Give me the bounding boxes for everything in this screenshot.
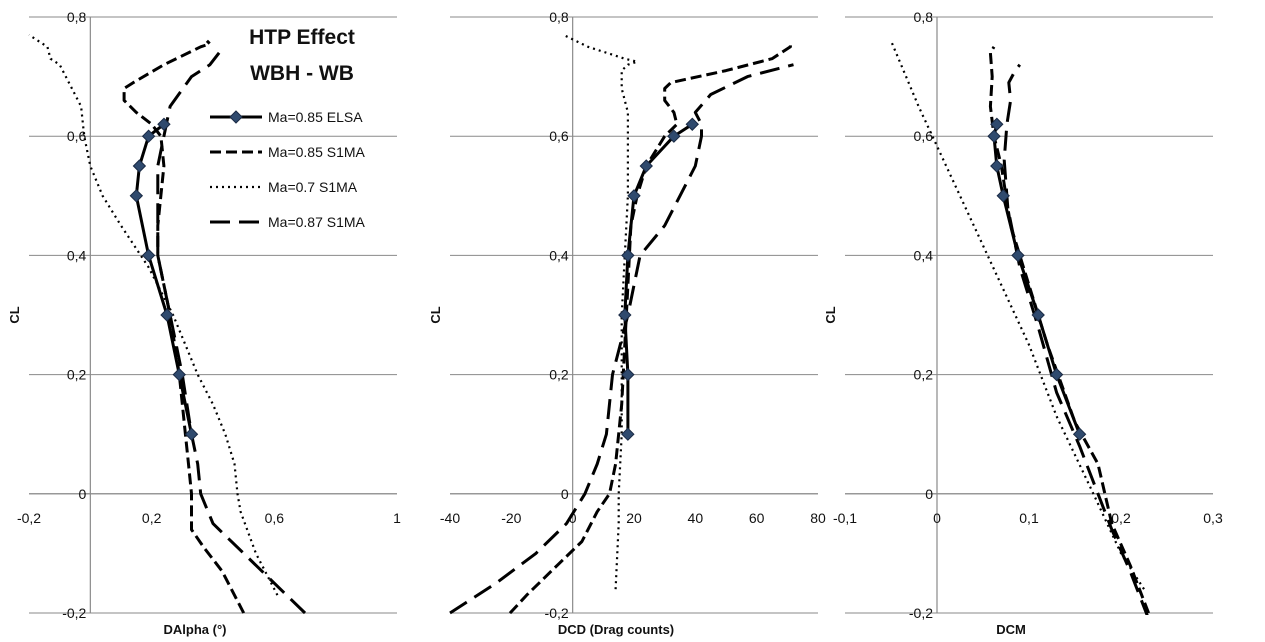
y-tick-label: 0,6 (67, 128, 87, 144)
y-tick-label: 0,2 (914, 367, 934, 383)
y-tick-label: 0,4 (67, 247, 87, 263)
data-point-marker (1011, 248, 1025, 263)
chart-panel-dcm: -0,2 0 0,2 0,4 0,6 0,8 -0,1 0 0,1 0,2 0,3 DCM CL (823, 9, 1223, 637)
y-tick-label: -0,2 (545, 605, 569, 621)
series-line (1002, 63, 1149, 615)
y-tick-label: 0 (79, 486, 87, 502)
data-point-marker (141, 248, 156, 263)
data-point-marker (160, 308, 174, 322)
y-tick-label: -0,2 (909, 605, 933, 621)
series-line (449, 63, 794, 615)
y-tick-label: -0,2 (62, 605, 86, 621)
data-point-marker (990, 159, 1004, 173)
x-tick-label: 0 (933, 510, 941, 526)
data-point-marker (621, 427, 635, 441)
y-tick-label: 0 (925, 486, 933, 502)
x-tick-label: 1 (393, 510, 401, 526)
data-point-marker (685, 117, 699, 131)
chart-title: HTP Effect WBH - WB (249, 26, 355, 85)
legend-label: Ma=0.85 ELSA (268, 109, 363, 125)
x-tick-label: -0,2 (17, 510, 41, 526)
y-tick-label: 0,4 (549, 247, 569, 263)
x-axis-label: DAlpha (°) (164, 622, 227, 637)
data-point-marker (621, 248, 635, 263)
y-axis-label: CL (7, 306, 22, 323)
series-line (992, 123, 1081, 435)
data-point-marker (667, 129, 681, 143)
series-line (28, 33, 279, 596)
series-line (889, 40, 1145, 590)
x-tick-label: 0,6 (265, 510, 285, 526)
series-line (623, 123, 694, 435)
x-tick-label: 0,2 (1111, 510, 1131, 526)
legend: Ma=0.85 ELSA Ma=0.85 S1MA Ma=0.7 S1MA Ma=0.… (210, 109, 366, 230)
x-tick-label: 20 (626, 510, 642, 526)
data-point-marker (1072, 427, 1087, 441)
legend-marker (229, 110, 243, 124)
title-line-2: WBH - WB (250, 62, 354, 85)
legend-label: Ma=0.85 S1MA (268, 144, 366, 160)
y-tick-label: 0,8 (67, 9, 87, 25)
chart-panel-dcd: -0,2 0 0,2 0,4 0,6 0,8 -40 -20 0 20 40 60 80 DCD (Dra… (428, 9, 826, 637)
x-axis-label: DCD (Drag counts) (558, 622, 674, 637)
data-point-marker (132, 159, 147, 173)
data-point-marker (1031, 308, 1045, 322)
x-tick-label: 80 (810, 510, 826, 526)
x-axis-label: DCM (996, 622, 1026, 637)
data-point-marker (618, 308, 632, 322)
x-tick-label: 60 (749, 510, 765, 526)
x-tick-label: 0 (569, 510, 577, 526)
data-point-marker (987, 129, 1001, 143)
data-point-marker (621, 367, 635, 382)
x-tick-label: 0,2 (142, 510, 162, 526)
data-point-marker (627, 189, 641, 203)
data-point-marker (157, 117, 171, 131)
y-tick-label: 0,2 (67, 367, 87, 383)
x-tick-label: -0,1 (833, 510, 857, 526)
y-axis-label: CL (823, 306, 838, 323)
series-line (122, 39, 246, 614)
legend-label: Ma=0.87 S1MA (268, 214, 366, 230)
data-point-marker (172, 367, 186, 382)
series-line (156, 51, 307, 615)
legend-label: Ma=0.7 S1MA (268, 179, 358, 195)
x-tick-label: 0,3 (1203, 510, 1223, 526)
data-point-marker (184, 427, 199, 441)
data-point-marker (990, 117, 1004, 131)
x-tick-label: -40 (440, 510, 460, 526)
data-point-marker (129, 189, 144, 203)
y-tick-label: 0,4 (914, 247, 934, 263)
data-point-marker (141, 129, 156, 143)
y-tick-label: 0,6 (549, 128, 569, 144)
data-point-marker (996, 189, 1010, 203)
series-line (988, 46, 1150, 614)
y-tick-label: 0,6 (914, 128, 934, 144)
x-tick-label: 40 (688, 510, 704, 526)
x-tick-label: 0,1 (1019, 510, 1039, 526)
title-line-1: HTP Effect (249, 26, 355, 49)
y-tick-label: 0,8 (914, 9, 934, 25)
y-tick-label: 0,8 (549, 9, 569, 25)
y-tick-label: 0 (561, 486, 569, 502)
chart-panel-dalpha: -0,2 0 0,2 0,4 0,6 0,8 -0,2 0,2 0,6 1 DAlpha (°) CL (7, 9, 401, 637)
x-tick-label: -20 (501, 510, 521, 526)
y-tick-label: 0,2 (549, 367, 569, 383)
y-axis-label: CL (428, 306, 443, 323)
data-point-marker (1049, 367, 1064, 382)
data-point-marker (639, 159, 653, 173)
series-line (506, 40, 792, 615)
series-group (449, 33, 794, 615)
